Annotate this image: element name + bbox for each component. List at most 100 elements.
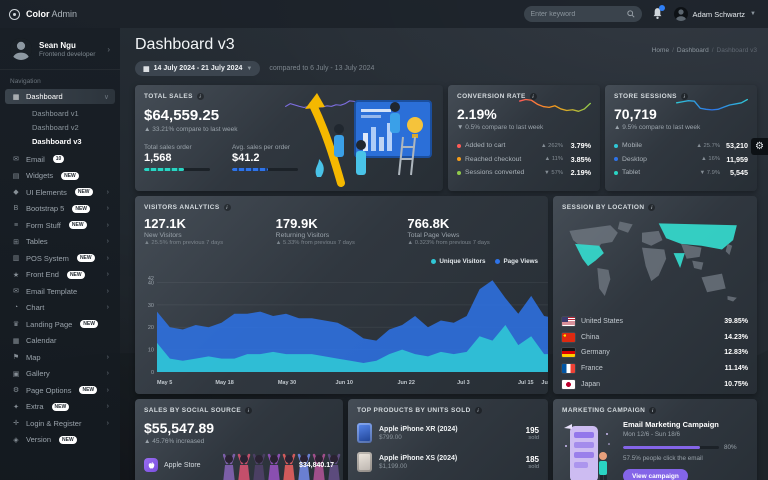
svg-text:Jul 15: Jul 15 — [518, 380, 534, 386]
sidebar-item-label: Chart — [26, 303, 45, 312]
sidebar-item-map[interactable]: ⚑ Map › — [5, 350, 115, 365]
sidebar-item-label: Landing Page — [26, 319, 73, 329]
sidebar-item-label: UI Elements — [26, 187, 67, 197]
sidebar-item-label: Version — [26, 435, 52, 444]
total-sales-stats: Total sales order 1,568 Avg. sales per ord… — [144, 144, 434, 171]
sidebar-item-version[interactable]: ◈ Version NEW — [5, 432, 115, 447]
sidebar-item-label: Dashboard — [26, 92, 63, 101]
row-label: Tablet — [622, 169, 641, 177]
sidebar-item-dashboard[interactable]: ▦ Dashboard ∨ — [5, 89, 115, 104]
info-icon[interactable]: i — [648, 204, 656, 211]
sidebar-item-form-stuff[interactable]: ≡ Form Stuff NEW › — [5, 218, 115, 233]
version-icon: ◈ — [13, 436, 19, 444]
user-avatar — [673, 7, 688, 21]
user-name: Adam Schwartz — [692, 9, 746, 19]
sidebar-item-label: Map — [26, 352, 41, 362]
info-icon[interactable]: i — [474, 407, 482, 414]
info-icon[interactable]: i — [649, 407, 657, 414]
row-change: ▼ 7.9% — [699, 169, 720, 176]
sidebar-item-email-template[interactable]: ✉ Email Template › — [5, 284, 115, 299]
total-sales-value: $64,559.25 — [144, 107, 220, 124]
conversion-row: Sessions converted ▼ 57% 2.19% — [457, 166, 591, 180]
legend-item[interactable]: Unique Visitors — [431, 258, 485, 265]
profile-avatar — [10, 38, 32, 60]
sidebar-item-widgets[interactable]: ▤ Widgets NEW — [5, 168, 115, 183]
notifications-bell[interactable] — [652, 5, 665, 21]
sidebar-item-ui-elements[interactable]: ◆ UI Elements NEW › — [5, 185, 115, 200]
user-menu[interactable]: Adam Schwartz ▼ — [673, 7, 756, 21]
world-map — [569, 221, 737, 302]
product-list: Apple iPhone XR (2024) $799.00 195 sold Appl… — [357, 423, 539, 472]
nav-badge: NEW — [59, 435, 77, 444]
nav-badge: NEW — [51, 402, 70, 411]
social-sales-value: $55,547.89 — [144, 420, 215, 436]
info-icon[interactable]: i — [680, 93, 688, 100]
nav-badge: NEW — [79, 386, 98, 394]
info-icon[interactable]: i — [529, 93, 537, 100]
calendar-icon: ▦ — [12, 337, 20, 345]
conversion-trend: ▼ 0.5% compare to last week — [457, 124, 544, 131]
sidebar-item-dashboard-v1[interactable]: Dashboard v1 — [32, 109, 79, 118]
settings-gear-button[interactable]: ⚙ — [751, 138, 768, 155]
search-box[interactable] — [523, 6, 642, 22]
sidebar-item-dashboard-v2[interactable]: Dashboard v2 — [32, 123, 79, 132]
conversion-sparkline — [519, 98, 591, 112]
search-input[interactable] — [530, 10, 627, 18]
info-icon[interactable]: i — [223, 204, 231, 211]
row-value: 11,959 — [726, 154, 748, 164]
legend-item[interactable]: Page Views — [495, 258, 538, 265]
sidebar-item-page-options[interactable]: ⚙ Page Options NEW › — [5, 383, 115, 398]
brand[interactable]: Color Admin — [0, 8, 120, 20]
sidebar-item-chart[interactable]: ◔ Chart › — [5, 300, 115, 315]
campaign-note: 57.5% people click the email — [623, 455, 703, 462]
product-row[interactable]: Apple iPhone XS (2024) $1,199.00 185 sold — [357, 452, 539, 472]
compare-text: compared to 6 July - 13 July 2024 — [269, 65, 375, 72]
social-source-row[interactable]: Apple Store $34,840.17 — [144, 458, 334, 472]
sidebar-item-pos-system[interactable]: ▥ POS System NEW › — [5, 251, 115, 266]
info-icon[interactable]: i — [245, 407, 253, 414]
product-price: $799.00 — [379, 433, 402, 441]
conversion-rate-card: CONVERSION RATE i 2.19% ▼ 0.5% compare to… — [448, 85, 600, 191]
gallery-icon: ▣ — [12, 370, 20, 378]
sessions-row: Mobile ▲ 25.7% 53,210 — [614, 139, 748, 153]
product-row[interactable]: Apple iPhone XR (2024) $799.00 195 sold — [357, 423, 539, 443]
breadcrumb[interactable]: Home / Dashboard / Dashboard v3 — [651, 47, 757, 54]
sidebar-item-extra[interactable]: ✦ Extra NEW › — [5, 399, 115, 414]
row-label: Reached checkout — [465, 155, 522, 163]
stat-value: 179.9K — [275, 216, 318, 231]
sidebar-item-login-register[interactable]: ✛ Login & Register › — [5, 416, 115, 431]
sales-illustration — [305, 93, 432, 187]
country-share: 12.83% — [724, 349, 748, 357]
product-thumbnail — [357, 452, 372, 472]
chart-legend: Unique Visitors Page Views — [431, 258, 538, 265]
sidebar-item-landing-page[interactable]: ♛ Landing Page NEW — [5, 317, 115, 332]
view-campaign-button[interactable]: View campaign — [623, 469, 688, 480]
sessions-trend: ▲ 9.5% compare to last week — [614, 124, 701, 131]
sidebar-profile[interactable]: Sean Ngu Frontend developer › — [0, 28, 120, 70]
info-icon[interactable]: i — [196, 93, 204, 100]
login-icon: ✛ — [13, 420, 19, 427]
nav-badge: NEW — [80, 320, 98, 328]
nav-badge: NEW — [76, 254, 95, 262]
sidebar-item-bootstrap-5[interactable]: B Bootstrap 5 NEW › — [5, 201, 115, 216]
conversion-row: Reached checkout ▲ 11% 3.85% — [457, 153, 591, 167]
nav-badge: 10 — [52, 155, 65, 163]
nav-badge: NEW — [66, 270, 85, 279]
location-row: France 11.14% — [562, 361, 748, 377]
sidebar-item-dashboard-v3[interactable]: Dashboard v3 — [32, 137, 82, 146]
conversion-value: 2.19% — [457, 106, 497, 122]
sidebar-item-email[interactable]: ✉ Email 10 — [5, 152, 115, 167]
map-icon: ⚑ — [12, 354, 20, 361]
country-share: 11.14% — [724, 365, 748, 373]
sidebar-item-gallery[interactable]: ▣ Gallery › — [5, 366, 115, 381]
sidebar-item-front-end[interactable]: ★ Front End NEW › — [5, 267, 115, 282]
svg-text:May 30: May 30 — [278, 380, 296, 386]
social-source-amount: $34,840.17 — [298, 461, 334, 469]
sidebar-item-calendar[interactable]: ▦ Calendar — [5, 333, 115, 348]
sidebar-item-tables[interactable]: ⊞ Tables › — [5, 234, 115, 249]
sidebar-item-label: Form Stuff — [26, 220, 61, 230]
svg-text:10: 10 — [148, 348, 154, 354]
date-range-picker[interactable]: ▦ 14 July 2024 - 21 July 2024 ▼ — [135, 61, 261, 76]
search-icon[interactable] — [626, 10, 635, 18]
